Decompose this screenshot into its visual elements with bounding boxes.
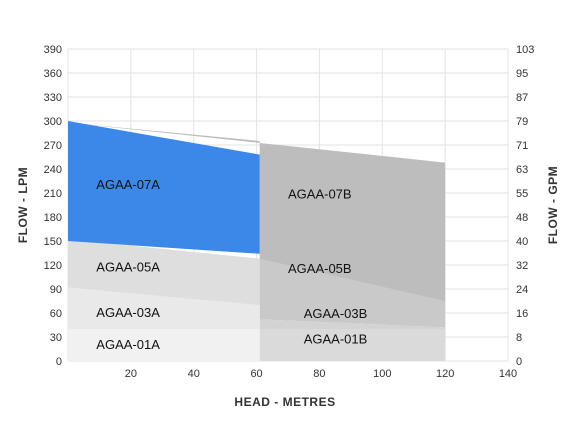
y-tick-label: 30 (50, 332, 62, 344)
y2-tick-label: 48 (516, 212, 528, 224)
y-tick-label: 150 (44, 236, 62, 248)
y2-tick-label: 95 (516, 68, 528, 80)
region-label-agaa-01a: AGAA-01A (96, 337, 160, 352)
y-tick-label: 120 (44, 260, 62, 272)
region-label-agaa-07a: AGAA-07A (96, 177, 160, 192)
region-label-agaa-05b: AGAA-05B (288, 261, 352, 276)
y2-axis-title: FLOW - GPM (546, 166, 560, 244)
y2-tick-label: 8 (516, 332, 522, 344)
y2-tick-label: 55 (516, 188, 528, 200)
region-label-agaa-05a: AGAA-05A (96, 259, 160, 274)
x-tick-label: 140 (499, 368, 517, 380)
y-tick-label: 330 (44, 92, 62, 104)
y-tick-label: 390 (44, 44, 62, 56)
y2-tick-label: 63 (516, 164, 528, 176)
y-tick-label: 240 (44, 164, 62, 176)
pump-regions (68, 121, 446, 361)
x-tick-label: 100 (373, 368, 391, 380)
region-label-agaa-03a: AGAA-03A (96, 305, 160, 320)
x-tick-label: 60 (250, 368, 262, 380)
y-tick-label: 210 (44, 188, 62, 200)
axis-ticks: 0 30 60 90 120 150 180 210 240 270 300 330 360 390 0 8 1… (44, 44, 535, 380)
x-axis-title: HEAD - METRES (234, 395, 335, 409)
y-tick-label: 180 (44, 212, 62, 224)
region-agaa-05b (259, 258, 446, 328)
region-agaa-07a (68, 121, 260, 254)
y-tick-label: 0 (56, 356, 62, 368)
x-tick-label: 120 (436, 368, 454, 380)
y2-tick-label: 87 (516, 92, 528, 104)
x-tick-label: 40 (188, 368, 200, 380)
y2-tick-label: 32 (516, 260, 528, 272)
region-labels: AGAA-07B AGAA-05B AGAA-03B AGAA-01B AGAA-05A… (96, 177, 367, 352)
y2-tick-label: 40 (516, 236, 528, 248)
region-label-agaa-01b: AGAA-01B (304, 331, 368, 346)
x-tick-label: 80 (313, 368, 325, 380)
y-tick-label: 360 (44, 68, 62, 80)
y2-tick-label: 16 (516, 308, 528, 320)
y2-tick-label: 0 (516, 356, 522, 368)
region-agaa-05a (68, 239, 260, 320)
y-axis-title: FLOW - LPM (16, 167, 30, 243)
region-agaa-07b (68, 122, 446, 305)
region-agaa-01b (259, 329, 446, 361)
y-tick-label: 270 (44, 140, 62, 152)
region-label-agaa-07b: AGAA-07B (288, 187, 352, 202)
y2-tick-label: 24 (516, 284, 528, 296)
y2-tick-label: 79 (516, 116, 528, 128)
y2-tick-label: 103 (516, 44, 534, 56)
x-tick-label: 20 (125, 368, 137, 380)
y-tick-label: 60 (50, 308, 62, 320)
region-label-agaa-03b: AGAA-03B (304, 306, 368, 321)
y2-tick-label: 71 (516, 140, 528, 152)
y-tick-label: 90 (50, 284, 62, 296)
region-agaa-01a (68, 329, 260, 361)
y-tick-label: 300 (44, 116, 62, 128)
